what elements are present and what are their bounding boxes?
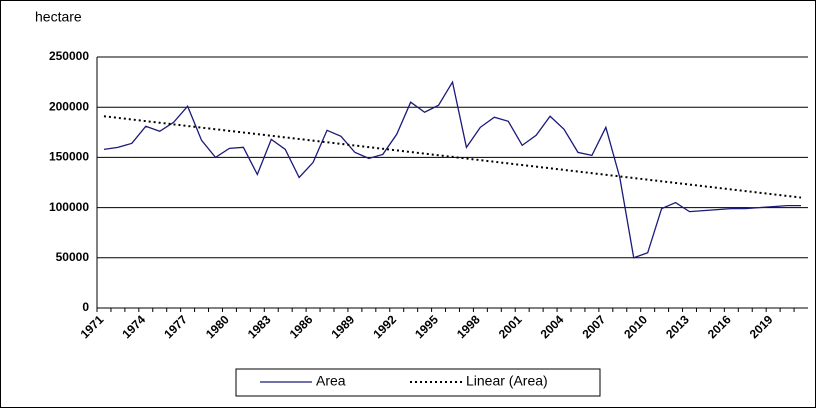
legend-label: Area	[316, 373, 346, 389]
y-tick-label: 0	[82, 300, 89, 314]
y-axis-label: hectare	[35, 9, 82, 25]
y-tick-label: 50000	[56, 250, 90, 264]
y-tick-label: 200000	[49, 99, 89, 113]
y-tick-label: 100000	[49, 200, 89, 214]
y-tick-label: 250000	[49, 49, 89, 63]
trend-line	[103, 115, 802, 199]
data-line	[103, 80, 802, 259]
legend-label: Linear (Area)	[466, 373, 548, 389]
y-tick-label: 150000	[49, 150, 89, 164]
